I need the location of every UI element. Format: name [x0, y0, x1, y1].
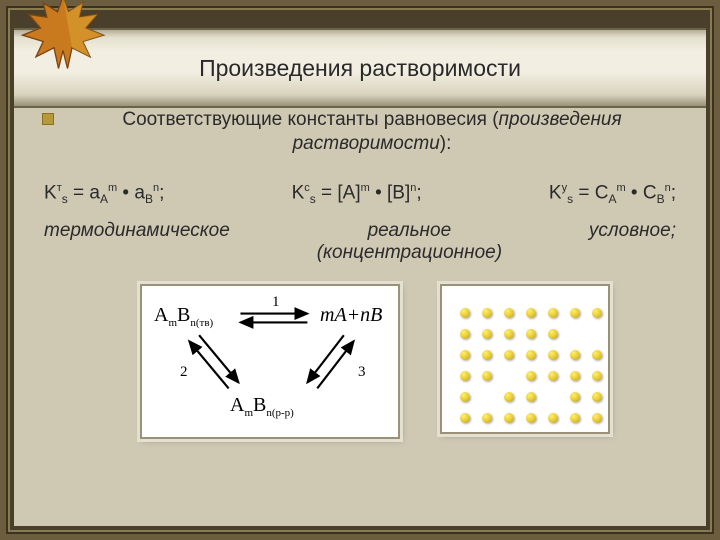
particle-dot [460, 413, 470, 423]
particle-dot [504, 413, 514, 423]
particle-dot [460, 329, 470, 339]
intro-text: Соответствующие константы равновесия (пр… [66, 108, 678, 156]
particle-dot [570, 392, 580, 402]
particle-dot [460, 371, 470, 381]
maple-leaf-decoration [18, 0, 108, 72]
particle-dot [460, 392, 470, 402]
label-cond: условное; [589, 220, 676, 264]
particle-dot [548, 371, 558, 381]
formulas-row: Kтs = aAm • aBn; Kcs = [A]m • [B]n; Kуs … [42, 182, 678, 206]
particle-dot [570, 308, 580, 318]
particle-dot [570, 413, 580, 423]
label-real-l1: реальное [368, 220, 452, 241]
particle-dot [482, 350, 492, 360]
bullet-icon [42, 113, 54, 125]
formula-cond: Kуs = CAm • CBn; [549, 182, 676, 206]
particle-dot [482, 329, 492, 339]
particle-dot [460, 350, 470, 360]
particle-dot [592, 350, 602, 360]
content-area: Соответствующие константы равновесия (пр… [14, 80, 706, 526]
particle-dot [526, 413, 536, 423]
label-real: реальное (концентрационное) [317, 220, 502, 264]
node-bottom: AmBn(р-р) [230, 394, 294, 419]
node-top-right: mA+nB [320, 304, 382, 327]
edge-label-1: 1 [272, 294, 280, 311]
particle-dot [548, 413, 558, 423]
formula-thermo: Kтs = aAm • aBn; [44, 182, 164, 206]
intro-row: Соответствующие константы равновесия (пр… [42, 108, 678, 156]
particle-dot [482, 371, 492, 381]
intro-prefix: Соответствующие константы равновесия ( [122, 109, 498, 130]
particle-dot [592, 392, 602, 402]
particle-dot [592, 371, 602, 381]
edge-label-3: 3 [358, 364, 366, 381]
particle-dot [526, 392, 536, 402]
particle-dot [548, 350, 558, 360]
particle-dot [592, 308, 602, 318]
formula-real: Kcs = [A]m • [B]n; [292, 182, 422, 206]
particle-dot [526, 329, 536, 339]
label-thermo: термодинамическое [44, 220, 230, 264]
label-real-l2: (концентрационное) [317, 242, 502, 263]
particle-dot [504, 308, 514, 318]
particle-dot [592, 413, 602, 423]
labels-row: термодинамическое реальное (концентрацио… [42, 220, 678, 264]
particle-dot [548, 308, 558, 318]
equilibrium-diagram: AmBn(тв) mA+nB AmBn(р-р) 1 2 3 [140, 284, 400, 439]
edge-label-2: 2 [180, 364, 188, 381]
node-top-left: AmBn(тв) [154, 304, 213, 329]
intro-suffix: ): [440, 133, 452, 154]
panels-row: AmBn(тв) mA+nB AmBn(р-р) 1 2 3 [42, 284, 678, 439]
particle-dot [504, 329, 514, 339]
particle-dot [460, 308, 470, 318]
particle-dot [526, 308, 536, 318]
particle-dot [482, 413, 492, 423]
particle-dot [570, 371, 580, 381]
particle-dot [570, 350, 580, 360]
particle-dot [526, 350, 536, 360]
particle-dot [504, 350, 514, 360]
particle-dot [504, 392, 514, 402]
slide-title: Произведения растворимости [199, 55, 521, 82]
particle-dot [548, 329, 558, 339]
particle-dot [526, 371, 536, 381]
particle-dot [482, 308, 492, 318]
title-band: Произведения растворимости [14, 28, 706, 108]
particle-grid [440, 284, 610, 434]
